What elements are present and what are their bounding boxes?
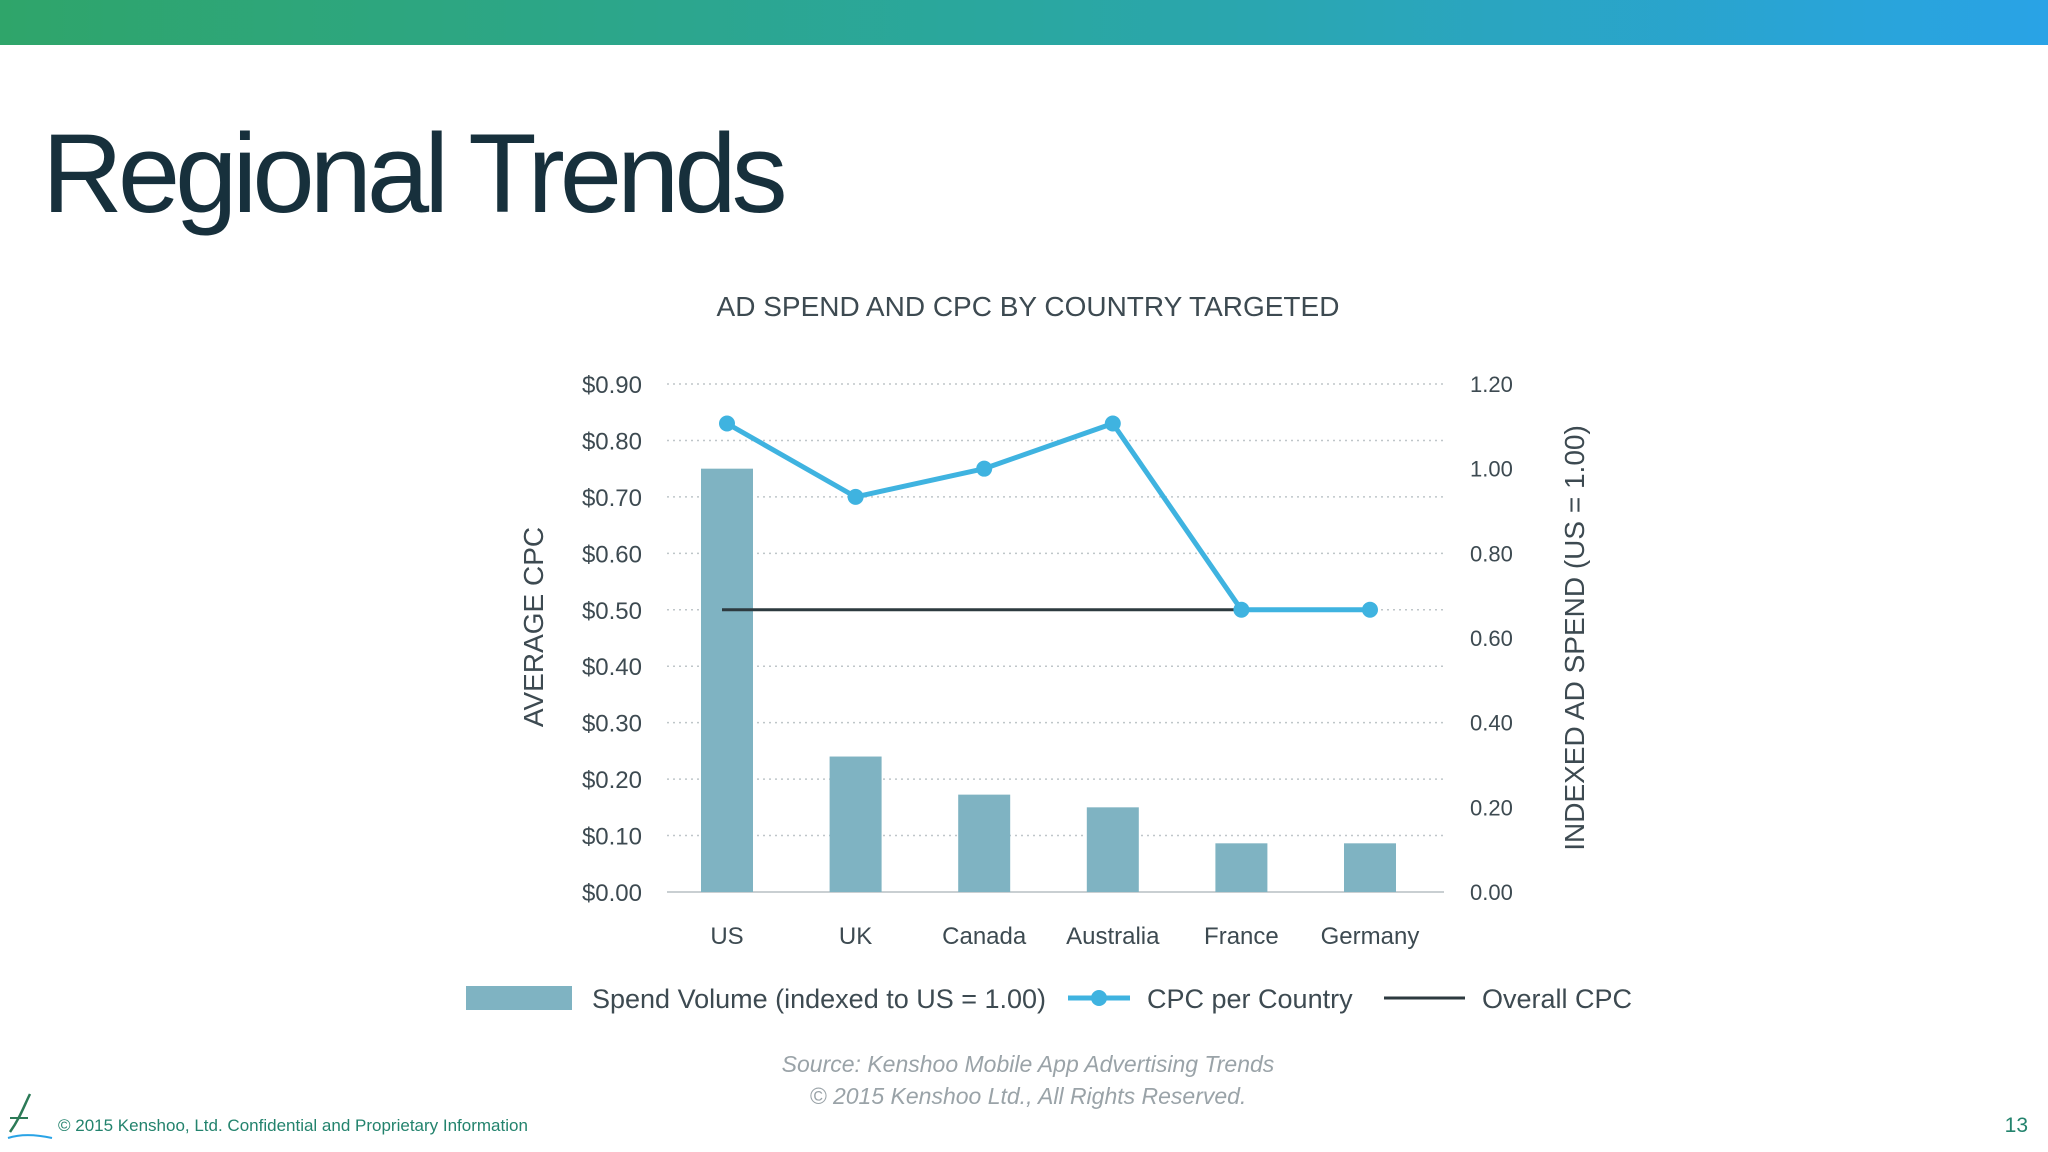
y-tick-label: $0.00 (582, 880, 642, 907)
legend: Spend Volume (indexed to US = 1.00) CPC p… (466, 984, 1632, 1014)
y-axis-label: AVERAGE CPC (518, 527, 549, 727)
page-number: 13 (2004, 1114, 2028, 1137)
cpc-point (1233, 601, 1250, 618)
spend-bar (829, 756, 882, 892)
x-tick-label: UK (839, 923, 872, 950)
spend-bar (1344, 843, 1396, 892)
y-tick-label: $0.40 (582, 654, 642, 681)
legend-label-spend: Spend Volume (indexed to US = 1.00) (592, 984, 1046, 1014)
y-tick-label: $0.10 (582, 824, 642, 851)
cpc-point (719, 415, 735, 432)
cpc-point (847, 488, 864, 505)
y-tick-label: $0.90 (582, 372, 642, 399)
legend-label-overall: Overall CPC (1482, 984, 1632, 1014)
header-band (0, 0, 2048, 45)
y2-tick-label: 0.80 (1470, 541, 1513, 566)
bar-series (701, 468, 1396, 892)
y-tick-label: $0.60 (582, 541, 642, 568)
x-tick-label: Canada (942, 923, 1027, 950)
spend-bar (701, 468, 753, 892)
legend-label-cpc: CPC per Country (1147, 984, 1353, 1014)
line-series (719, 415, 1378, 618)
y-tick-label: $0.30 (582, 711, 642, 738)
x-tick-label: Germany (1321, 923, 1420, 950)
chart-source: Source: Kenshoo Mobile App Advertising T… (782, 1051, 1275, 1077)
y-tick-label: $0.50 (582, 598, 642, 625)
kenshoo-logo-icon (7, 1093, 53, 1139)
chart-copyright: © 2015 Kenshoo Ltd., All Rights Reserved… (810, 1083, 1247, 1109)
y-tick-label: $0.80 (582, 428, 642, 455)
y-tick-label: $0.70 (582, 485, 642, 512)
spend-bar (1215, 843, 1268, 892)
spend-bar (1086, 807, 1139, 892)
y2-tick-label: 1.00 (1470, 457, 1513, 482)
slide-title: Regional Trends (42, 111, 788, 236)
y2-tick-label: 0.20 (1470, 795, 1513, 820)
y2-axis-label: INDEXED AD SPEND (US = 1.00) (1559, 425, 1590, 851)
cpc-point (1362, 601, 1378, 618)
y2-tick-label: 1.20 (1470, 372, 1513, 397)
y2-tick-label: 0.00 (1470, 880, 1513, 905)
x-tick-label: US (710, 923, 743, 950)
y2-tick-label: 0.40 (1470, 711, 1513, 736)
legend-swatch-cpc-marker (1091, 990, 1107, 1006)
cpc-point (976, 460, 993, 477)
cpc-line (725, 421, 1370, 613)
cpc-point (1104, 415, 1121, 432)
y-tick-label: $0.20 (582, 767, 642, 794)
x-tick-label: France (1204, 923, 1279, 950)
y2-tick-label: 0.60 (1470, 626, 1513, 651)
tick-labels: $0.00 $0.10 $0.20 $0.30 $0.40 $0.50 $0.60 $0.70… (582, 372, 1513, 950)
gridlines (667, 383, 1444, 893)
legend-swatch-spend (466, 986, 572, 1010)
chart-title: AD SPEND AND CPC BY COUNTRY TARGETED (717, 291, 1340, 322)
x-tick-label: Australia (1066, 923, 1160, 950)
footer-confidential: © 2015 Kenshoo, Ltd. Confidential and Pr… (58, 1116, 528, 1135)
spend-bar (958, 794, 1011, 892)
